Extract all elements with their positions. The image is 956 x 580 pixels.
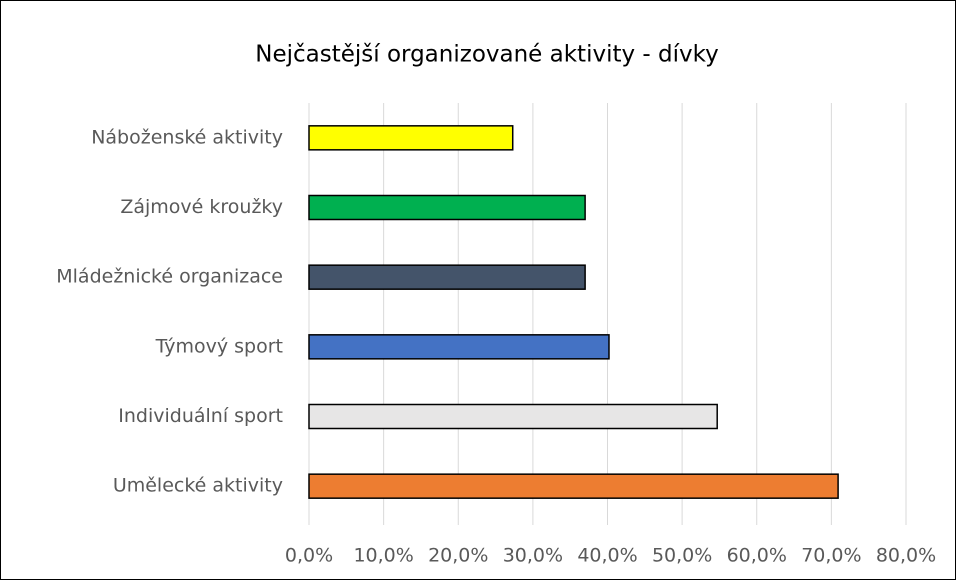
bar	[308, 403, 718, 430]
x-tick-label: 0,0%	[285, 545, 333, 567]
bar	[308, 194, 586, 221]
chart-title: Nejčastější organizované aktivity - dívk…	[255, 42, 718, 68]
y-tick-label: Náboženské aktivity	[91, 126, 283, 148]
x-tick-label: 50,0%	[652, 545, 712, 567]
y-tick-label: Zájmové kroužky	[120, 196, 283, 218]
bar	[308, 334, 610, 360]
x-tick-label: 10,0%	[353, 545, 413, 567]
x-tick-label: 30,0%	[503, 545, 563, 567]
x-tick-label: 60,0%	[727, 545, 787, 567]
y-tick-label: Umělecké aktivity	[113, 475, 283, 497]
y-tick-label: Týmový sport	[155, 335, 283, 357]
x-tick-label: 70,0%	[801, 545, 861, 567]
x-tick-label: 80,0%	[876, 545, 936, 567]
bar	[308, 473, 839, 499]
y-tick-label: Mládežnické organizace	[56, 266, 283, 288]
x-tick-label: 20,0%	[428, 545, 488, 567]
bar	[308, 264, 586, 290]
y-tick-label: Individuální sport	[118, 405, 283, 427]
x-tick-label: 40,0%	[577, 545, 637, 567]
bar	[308, 125, 514, 151]
